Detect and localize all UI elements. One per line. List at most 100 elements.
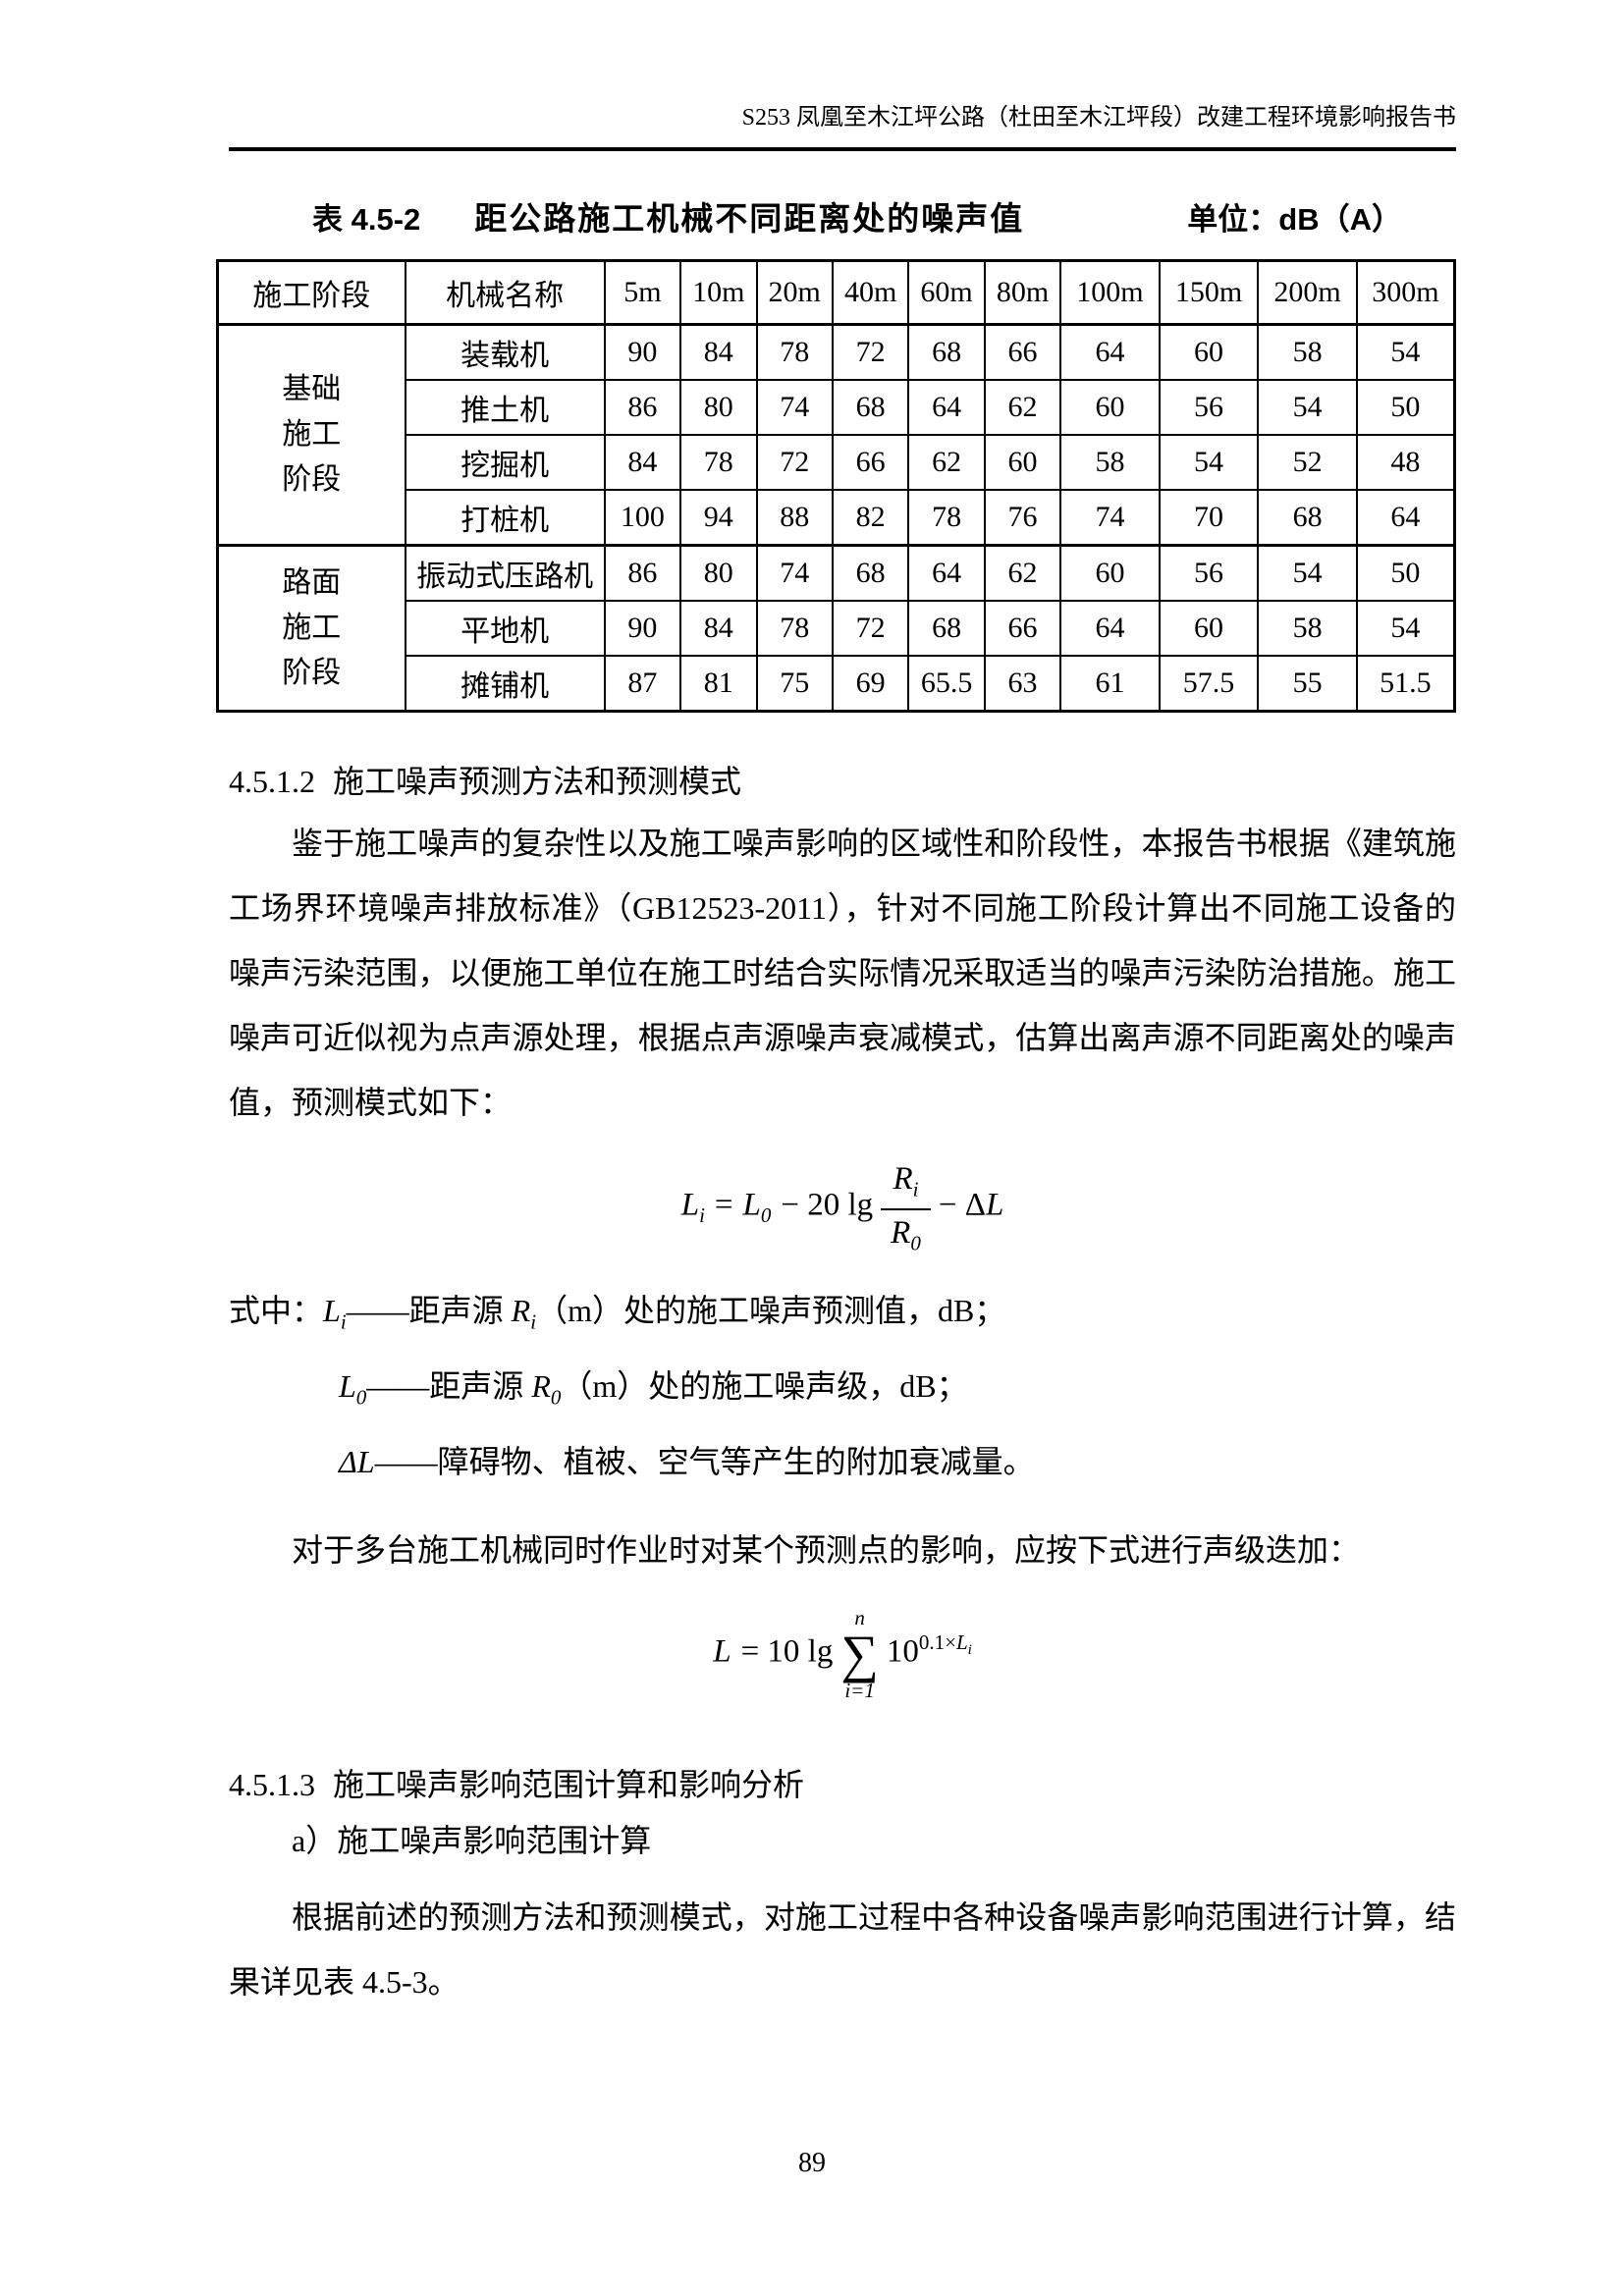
- value-cell: 74: [1059, 489, 1161, 547]
- value-cell: 66: [983, 323, 1062, 381]
- value-cell: 56: [1158, 544, 1260, 602]
- table-row: 平地机 90 84 78 72 68 66 64 60 58 54: [218, 600, 1456, 657]
- value-cell: 54: [1257, 544, 1358, 602]
- value-cell: 55: [1257, 655, 1358, 713]
- value-cell: 63: [983, 655, 1062, 713]
- paragraph: 鉴于施工噪声的复杂性以及施工噪声影响的区域性和阶段性，本报告书根据《建筑施工场界…: [229, 826, 1456, 1120]
- value-cell: 54: [1355, 600, 1456, 657]
- value-cell: 50: [1355, 379, 1456, 436]
- section-heading-4-5-1-2: 4.5.1.2 施工噪声预测方法和预测模式: [229, 764, 1456, 799]
- value-cell: 68: [907, 323, 986, 381]
- value-cell: 68: [831, 379, 910, 436]
- value-cell: 54: [1257, 379, 1358, 436]
- table-row: 路面施工阶段 振动式压路机 86 80 74 68 64 62 60 56 54…: [216, 544, 1456, 713]
- table-row: 摊铺机 87 81 75 69 65.5 63 61 57.5 55 51.5: [218, 655, 1456, 713]
- formula-term-definitions: 式中：Li——距声源 Ri（m）处的施工噪声预测值，dB； L0——距声源 R0…: [229, 1278, 1456, 1506]
- value-cell: 80: [679, 379, 758, 436]
- column-header: 10m: [679, 259, 758, 326]
- value-cell: 68: [907, 600, 986, 657]
- machine-cell: 振动式压路机: [404, 544, 606, 602]
- table-row: 打桩机 100 94 88 82 78 76 74 70 68 64: [218, 489, 1456, 547]
- value-cell: 54: [1355, 323, 1456, 381]
- value-cell: 87: [603, 655, 682, 713]
- value-cell: 62: [907, 434, 986, 491]
- value-cell: 100: [603, 489, 682, 547]
- value-cell: 84: [603, 434, 682, 491]
- column-header: 80m: [983, 259, 1062, 326]
- value-cell: 65.5: [907, 655, 986, 713]
- value-cell: 78: [755, 600, 834, 657]
- value-cell: 78: [907, 489, 986, 547]
- value-cell: 74: [755, 544, 834, 602]
- table-caption-title: 距公路施工机械不同距离处的噪声值: [474, 200, 1025, 237]
- value-cell: 84: [679, 323, 758, 381]
- value-cell: 60: [983, 434, 1062, 491]
- value-cell: 72: [831, 323, 910, 381]
- stage-cell: 基础施工阶段: [216, 323, 406, 547]
- column-header: 150m: [1158, 259, 1260, 326]
- column-header: 60m: [907, 259, 986, 326]
- value-cell: 94: [679, 489, 758, 547]
- table-caption-unit: 单位：dB（A）: [1187, 202, 1402, 237]
- value-cell: 56: [1158, 379, 1260, 436]
- table-header-row: 施工阶段 机械名称 5m 10m 20m 40m 60m 80m 100m 15…: [216, 259, 1456, 326]
- value-cell: 66: [983, 600, 1062, 657]
- value-cell: 74: [755, 379, 834, 436]
- noise-attenuation-formula: Li = L0− 20 lg Ri R0− ΔL: [229, 1145, 1456, 1270]
- value-cell: 60: [1059, 379, 1161, 436]
- value-cell: 60: [1059, 544, 1161, 602]
- value-cell: 86: [603, 544, 682, 602]
- value-cell: 64: [1059, 323, 1161, 381]
- value-cell: 64: [907, 379, 986, 436]
- value-cell: 51.5: [1355, 655, 1456, 713]
- noise-levels-table: 施工阶段 机械名称 5m 10m 20m 40m 60m 80m 100m 15…: [216, 259, 1456, 713]
- value-cell: 54: [1158, 434, 1260, 491]
- header-divider: [229, 147, 1456, 151]
- list-item-a: a）施工噪声影响范围计算: [292, 1822, 652, 1858]
- value-cell: 78: [679, 434, 758, 491]
- value-cell: 86: [603, 379, 682, 436]
- value-cell: 82: [831, 489, 910, 547]
- value-cell: 80: [679, 544, 758, 602]
- machine-cell: 挖掘机: [404, 434, 606, 491]
- formula-term-definition: 式中：Li——距声源 Ri（m）处的施工噪声预测值，dB；: [229, 1292, 1006, 1333]
- value-cell: 58: [1059, 434, 1161, 491]
- value-cell: 72: [831, 600, 910, 657]
- table-row: 挖掘机 84 78 72 66 62 60 58 54 52 48: [218, 434, 1456, 491]
- value-cell: 76: [983, 489, 1062, 547]
- page-header-title: S253 凤凰至木江坪公路（杜田至木江坪段）改建工程环境影响报告书: [741, 105, 1456, 131]
- fraction: Ri R0: [881, 1158, 931, 1256]
- value-cell: 75: [755, 655, 834, 713]
- paragraph: 根据前述的预测方法和预测模式，对施工过程中各种设备噪声影响范围进行计算，结果详见…: [229, 1898, 1456, 2000]
- value-cell: 62: [983, 544, 1062, 602]
- value-cell: 60: [1158, 323, 1260, 381]
- table-row: 基础施工阶段 装载机 90 84 78 72 68 66 64 60 58 54: [216, 323, 1456, 547]
- table-row: 推土机 86 80 74 68 64 62 60 56 54 50: [218, 379, 1456, 436]
- machine-cell: 摊铺机: [404, 655, 606, 713]
- machine-cell: 装载机: [404, 323, 606, 381]
- value-cell: 61: [1059, 655, 1161, 713]
- value-cell: 66: [831, 434, 910, 491]
- stage-cell: 路面施工阶段: [216, 544, 406, 713]
- paragraph: 对于多台施工机械同时作业时对某个预测点的影响，应按下式进行声级迭加：: [292, 1531, 1361, 1568]
- value-cell: 58: [1257, 323, 1358, 381]
- value-cell: 58: [1257, 600, 1358, 657]
- formula-term-definition: L0——距声源 R0（m）处的施工噪声级，dB；: [339, 1367, 968, 1410]
- summation: n ∑ i=1: [840, 1605, 879, 1702]
- column-header: 5m: [603, 259, 682, 326]
- value-cell: 72: [755, 434, 834, 491]
- value-cell: 60: [1158, 600, 1260, 657]
- machine-cell: 打桩机: [404, 489, 606, 547]
- value-cell: 62: [983, 379, 1062, 436]
- value-cell: 70: [1158, 489, 1260, 547]
- section-number: 4.5.1.2: [229, 764, 315, 799]
- column-header: 200m: [1257, 259, 1358, 326]
- value-cell: 64: [1355, 489, 1456, 547]
- column-header: 施工阶段: [216, 259, 406, 326]
- value-cell: 81: [679, 655, 758, 713]
- noise-superposition-formula: L = 10 lg n ∑ i=1 100.1×Li: [713, 1605, 972, 1702]
- value-cell: 48: [1355, 434, 1456, 491]
- value-cell: 64: [907, 544, 986, 602]
- value-cell: 68: [831, 544, 910, 602]
- value-cell: 50: [1355, 544, 1456, 602]
